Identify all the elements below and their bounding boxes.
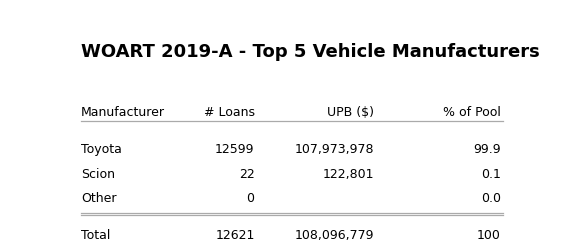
Text: 0: 0 (247, 192, 255, 205)
Text: Other: Other (81, 192, 116, 205)
Text: 100: 100 (477, 229, 500, 242)
Text: Total: Total (81, 229, 111, 242)
Text: 0.0: 0.0 (481, 192, 500, 205)
Text: 108,096,779: 108,096,779 (294, 229, 374, 242)
Text: Toyota: Toyota (81, 143, 122, 156)
Text: % of Pool: % of Pool (443, 106, 500, 119)
Text: 22: 22 (239, 167, 255, 181)
Text: # Loans: # Loans (203, 106, 255, 119)
Text: 122,801: 122,801 (323, 167, 374, 181)
Text: 12621: 12621 (215, 229, 255, 242)
Text: 99.9: 99.9 (473, 143, 500, 156)
Text: UPB ($): UPB ($) (327, 106, 374, 119)
Text: 0.1: 0.1 (481, 167, 500, 181)
Text: WOART 2019-A - Top 5 Vehicle Manufacturers: WOART 2019-A - Top 5 Vehicle Manufacture… (81, 43, 540, 61)
Text: Scion: Scion (81, 167, 115, 181)
Text: 107,973,978: 107,973,978 (294, 143, 374, 156)
Text: Manufacturer: Manufacturer (81, 106, 165, 119)
Text: 12599: 12599 (215, 143, 255, 156)
